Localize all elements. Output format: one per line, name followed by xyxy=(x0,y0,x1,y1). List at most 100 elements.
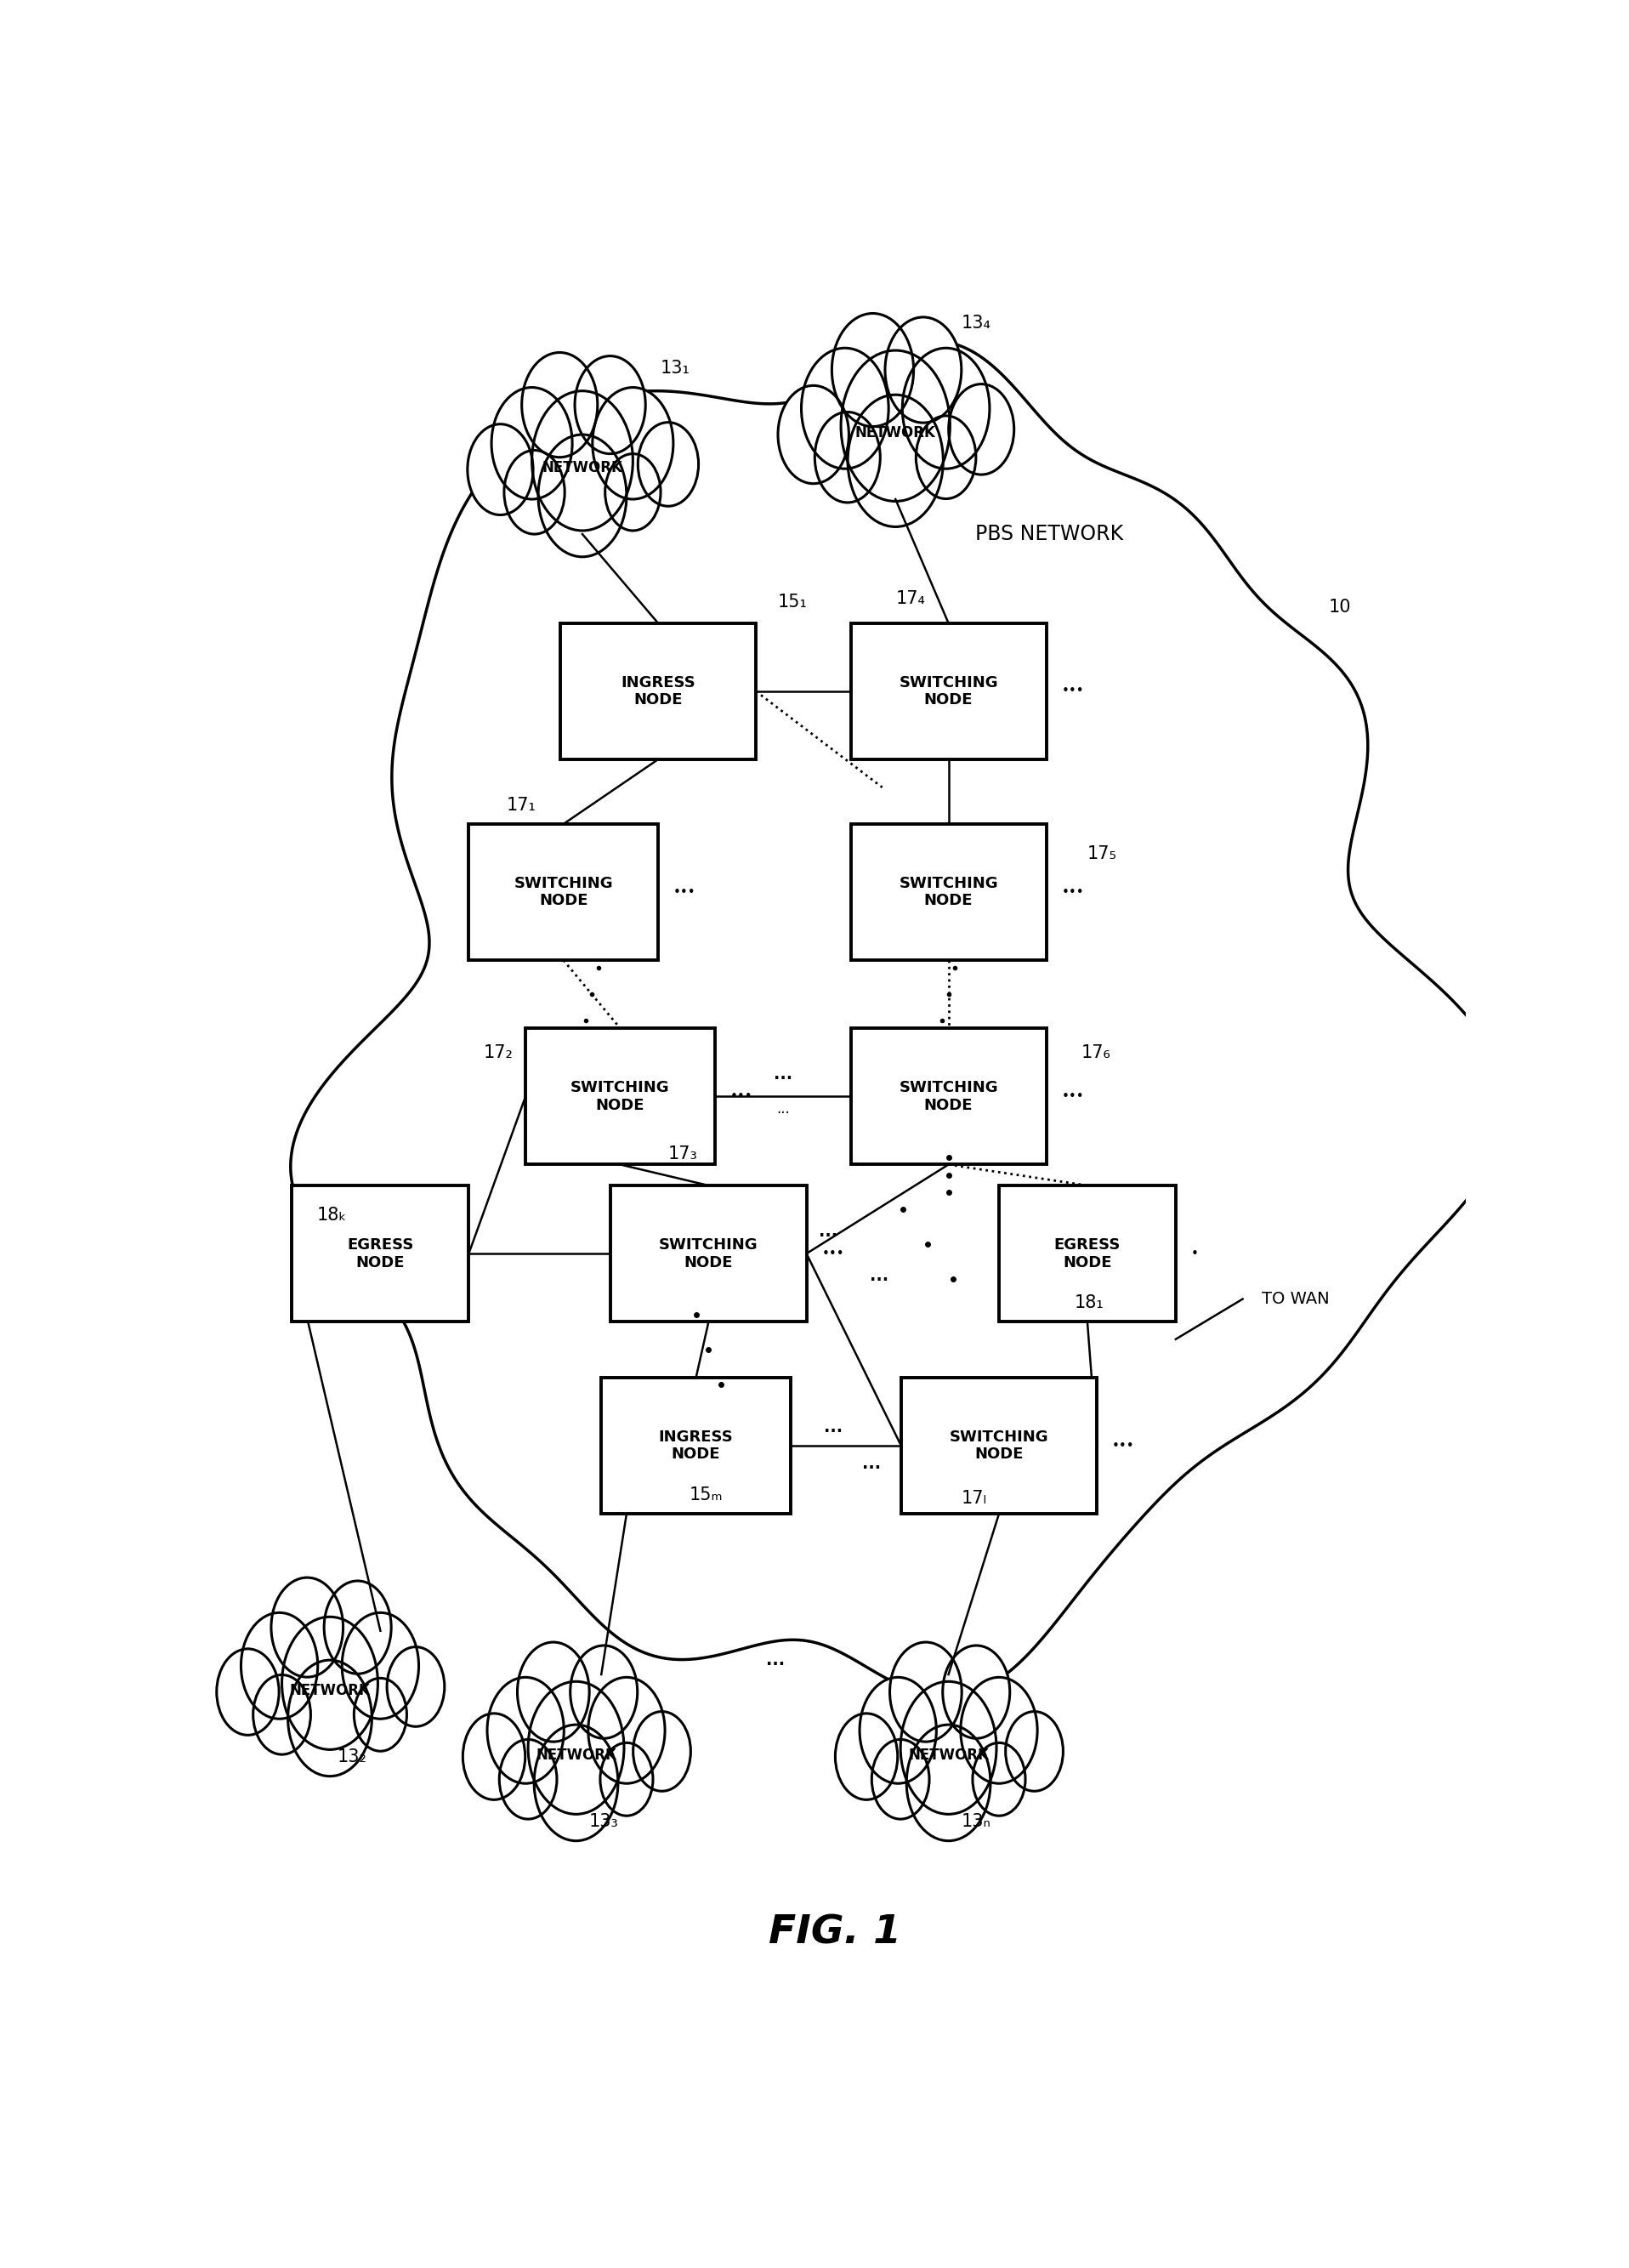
Text: SWITCHING
NODE: SWITCHING NODE xyxy=(570,1080,670,1114)
Circle shape xyxy=(252,1674,311,1755)
Circle shape xyxy=(288,1660,371,1776)
Text: SWITCHING
NODE: SWITCHING NODE xyxy=(513,875,613,909)
Text: EGRESS
NODE: EGRESS NODE xyxy=(347,1236,414,1270)
Text: 17₅: 17₅ xyxy=(1088,846,1117,862)
Text: EGRESS
NODE: EGRESS NODE xyxy=(1054,1236,1121,1270)
Text: SWITCHING
NODE: SWITCHING NODE xyxy=(660,1236,757,1270)
Circle shape xyxy=(832,313,914,426)
Text: SWITCHING
NODE: SWITCHING NODE xyxy=(899,1080,999,1114)
Circle shape xyxy=(487,1678,564,1783)
Text: 13₃: 13₃ xyxy=(588,1812,619,1830)
Circle shape xyxy=(492,388,572,499)
Text: ...: ... xyxy=(766,1653,785,1669)
Text: •••: ••• xyxy=(1062,887,1085,898)
Circle shape xyxy=(342,1613,419,1719)
Circle shape xyxy=(943,1647,1010,1737)
Circle shape xyxy=(241,1613,318,1719)
Text: INGRESS
NODE: INGRESS NODE xyxy=(621,676,696,708)
Text: 10: 10 xyxy=(1329,599,1350,617)
Circle shape xyxy=(468,424,533,515)
Circle shape xyxy=(1005,1712,1064,1792)
Circle shape xyxy=(500,1740,557,1819)
Text: •••: ••• xyxy=(1062,1091,1085,1102)
Text: 17₆: 17₆ xyxy=(1082,1046,1111,1061)
Polygon shape xyxy=(290,340,1507,1696)
Text: 13₂: 13₂ xyxy=(337,1749,367,1765)
Circle shape xyxy=(604,454,661,531)
Text: ...: ... xyxy=(862,1456,881,1472)
Circle shape xyxy=(779,386,849,483)
Text: •••: ••• xyxy=(673,887,696,898)
FancyBboxPatch shape xyxy=(560,624,756,760)
Circle shape xyxy=(872,1740,929,1819)
Text: NETWORK: NETWORK xyxy=(290,1683,370,1699)
Circle shape xyxy=(593,388,673,499)
Circle shape xyxy=(639,422,699,506)
Circle shape xyxy=(270,1579,344,1676)
Circle shape xyxy=(528,1681,624,1814)
Text: SWITCHING
NODE: SWITCHING NODE xyxy=(899,676,999,708)
Circle shape xyxy=(503,451,565,535)
Circle shape xyxy=(531,390,632,531)
FancyBboxPatch shape xyxy=(469,823,658,959)
Text: •••: ••• xyxy=(1113,1440,1135,1452)
Text: NETWORK: NETWORK xyxy=(907,1746,989,1762)
FancyBboxPatch shape xyxy=(611,1186,806,1322)
Circle shape xyxy=(599,1742,653,1817)
Text: 17ₗ: 17ₗ xyxy=(961,1490,987,1506)
Text: SWITCHING
NODE: SWITCHING NODE xyxy=(950,1429,1049,1463)
Text: ...: ... xyxy=(774,1066,792,1082)
Circle shape xyxy=(948,383,1013,474)
Circle shape xyxy=(847,395,943,526)
Text: NETWORK: NETWORK xyxy=(855,424,935,440)
Circle shape xyxy=(885,318,961,422)
Text: 17₂: 17₂ xyxy=(484,1046,513,1061)
Text: 17₃: 17₃ xyxy=(668,1145,697,1163)
Circle shape xyxy=(538,435,627,558)
Text: NETWORK: NETWORK xyxy=(536,1746,616,1762)
FancyBboxPatch shape xyxy=(901,1377,1096,1513)
FancyBboxPatch shape xyxy=(850,624,1046,760)
Text: 17₁: 17₁ xyxy=(507,796,536,814)
Circle shape xyxy=(915,415,976,499)
Text: 18₁: 18₁ xyxy=(1075,1295,1104,1311)
Text: •••: ••• xyxy=(730,1091,753,1102)
Text: •••: ••• xyxy=(1062,685,1085,699)
Circle shape xyxy=(518,1642,590,1742)
Text: FIG. 1: FIG. 1 xyxy=(769,1914,901,1953)
Circle shape xyxy=(814,413,880,503)
FancyBboxPatch shape xyxy=(999,1186,1176,1322)
Text: 13₁: 13₁ xyxy=(661,361,691,376)
Text: TO WAN: TO WAN xyxy=(1261,1290,1329,1306)
Text: •: • xyxy=(1191,1247,1199,1261)
Text: ...: ... xyxy=(819,1222,837,1241)
Circle shape xyxy=(217,1649,279,1735)
Text: 15ₘ: 15ₘ xyxy=(689,1486,723,1504)
Circle shape xyxy=(901,1681,997,1814)
Circle shape xyxy=(860,1678,937,1783)
Text: ...: ... xyxy=(824,1420,842,1436)
Circle shape xyxy=(324,1581,391,1674)
Circle shape xyxy=(961,1678,1038,1783)
Circle shape xyxy=(902,347,989,469)
Circle shape xyxy=(570,1647,637,1737)
Circle shape xyxy=(588,1678,665,1783)
Text: 18ₖ: 18ₖ xyxy=(318,1207,347,1225)
FancyBboxPatch shape xyxy=(850,823,1046,959)
Text: INGRESS
NODE: INGRESS NODE xyxy=(658,1429,733,1463)
Circle shape xyxy=(973,1742,1025,1817)
Circle shape xyxy=(634,1712,691,1792)
Circle shape xyxy=(463,1712,525,1801)
Text: ...: ... xyxy=(870,1268,888,1284)
FancyBboxPatch shape xyxy=(850,1027,1046,1163)
FancyBboxPatch shape xyxy=(292,1186,469,1322)
Circle shape xyxy=(836,1712,898,1801)
Circle shape xyxy=(801,347,888,469)
Circle shape xyxy=(889,1642,961,1742)
Circle shape xyxy=(353,1678,407,1751)
Text: ...: ... xyxy=(775,1102,790,1116)
Circle shape xyxy=(282,1617,378,1749)
Circle shape xyxy=(388,1647,445,1726)
Circle shape xyxy=(841,349,950,501)
Circle shape xyxy=(534,1724,617,1842)
